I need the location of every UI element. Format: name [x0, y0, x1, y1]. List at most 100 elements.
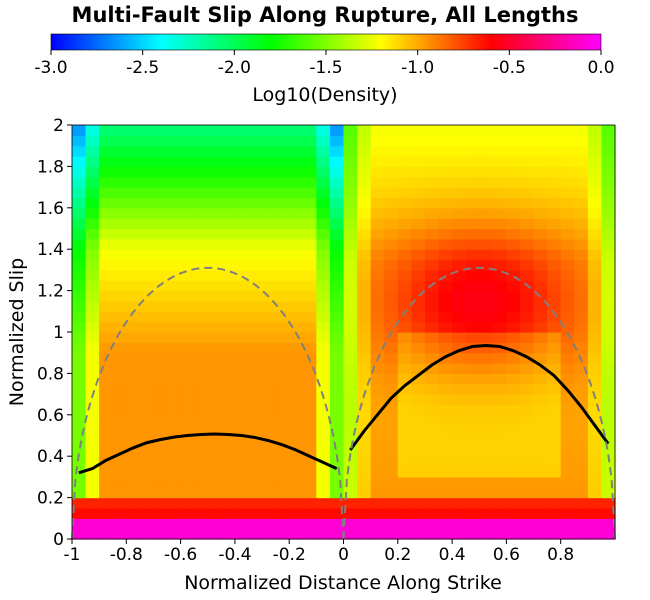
heatmap-cell	[547, 300, 562, 312]
heatmap-cell	[519, 176, 535, 188]
heatmap-cell	[85, 135, 100, 147]
heatmap-cell	[465, 456, 480, 468]
heatmap-cell	[343, 466, 358, 478]
heatmap-cell	[479, 507, 494, 519]
heatmap-cell	[139, 487, 155, 499]
heatmap-cell	[560, 207, 575, 219]
heatmap-cell	[234, 228, 250, 240]
heatmap-cell	[601, 135, 616, 147]
y-tick-label: 0.6	[37, 406, 64, 426]
heatmap-cell	[343, 487, 358, 499]
heatmap-cell	[547, 125, 562, 136]
heatmap-cell	[343, 476, 358, 488]
heatmap-cell	[587, 528, 603, 540]
heatmap-cell	[438, 394, 453, 406]
heatmap-cell	[506, 363, 521, 374]
heatmap-cell	[180, 311, 195, 323]
x-tick-label: -0.6	[164, 545, 197, 565]
heatmap-cell	[587, 300, 603, 312]
heatmap-cell	[343, 507, 358, 519]
heatmap-cell	[452, 394, 467, 406]
heatmap-cell	[560, 435, 575, 447]
heatmap-cell	[316, 373, 331, 385]
heatmap-cell	[302, 394, 317, 406]
heatmap-cell	[126, 311, 141, 323]
heatmap-cell	[560, 125, 575, 136]
chart-title: Multi-Fault Slip Along Rupture, All Leng…	[72, 3, 579, 27]
heatmap-cell	[370, 156, 385, 167]
heatmap-cell	[384, 383, 399, 395]
heatmap-cell	[384, 218, 399, 230]
heatmap-cell	[316, 435, 331, 447]
heatmap-cell	[302, 249, 317, 261]
heatmap-cell	[587, 218, 603, 230]
heatmap-cell	[533, 342, 548, 354]
heatmap-cell	[519, 218, 535, 230]
heatmap-cell	[167, 259, 182, 271]
heatmap-cell	[139, 135, 155, 147]
heatmap-cell	[234, 435, 250, 447]
heatmap-cell	[357, 435, 372, 447]
heatmap-cell	[234, 259, 250, 271]
heatmap-cell	[221, 476, 236, 488]
heatmap-cell	[547, 228, 562, 240]
heatmap-cell	[207, 135, 222, 147]
heatmap-cell	[302, 487, 317, 499]
heatmap-cell	[180, 321, 195, 333]
heatmap-cell	[519, 394, 535, 406]
heatmap-cell	[560, 497, 575, 509]
heatmap-cell	[574, 476, 589, 488]
heatmap-cell	[167, 207, 182, 219]
heatmap-cell	[587, 332, 603, 343]
heatmap-cell	[343, 528, 358, 540]
heatmap-cell	[587, 145, 603, 157]
heatmap-cell	[262, 383, 277, 395]
heatmap-cell	[465, 476, 480, 488]
heatmap-cell	[438, 456, 453, 468]
heatmap-cell	[343, 456, 358, 468]
heatmap-cell	[99, 404, 114, 416]
heatmap-cell	[72, 445, 87, 457]
heatmap-cell	[533, 238, 548, 250]
heatmap-cell	[153, 321, 168, 333]
y-tick-label: 1.2	[37, 282, 64, 302]
heatmap-cell	[519, 383, 535, 395]
heatmap-cell	[601, 176, 616, 188]
heatmap-cell	[99, 518, 114, 530]
heatmap-cell	[519, 487, 535, 499]
heatmap-cell	[357, 394, 372, 406]
heatmap-cell	[329, 518, 345, 530]
heatmap-cell	[397, 249, 412, 261]
heatmap-cell	[492, 290, 507, 302]
heatmap-cell	[506, 290, 521, 302]
heatmap-cell	[194, 269, 209, 281]
heatmap-cell	[167, 425, 182, 437]
heatmap-cell	[411, 228, 426, 240]
heatmap-cell	[438, 218, 453, 230]
heatmap-cell	[262, 311, 277, 323]
heatmap-cell	[302, 176, 317, 188]
heatmap-cell	[329, 145, 345, 157]
heatmap-cell	[506, 300, 521, 312]
heatmap-cell	[519, 311, 535, 323]
heatmap-cell	[275, 342, 290, 354]
heatmap-cell	[167, 156, 182, 167]
heatmap-cell	[438, 363, 453, 374]
heatmap-cell	[316, 342, 331, 354]
heatmap-cell	[397, 176, 412, 188]
heatmap-cell	[601, 300, 616, 312]
heatmap-cell	[533, 156, 548, 167]
heatmap-cell	[465, 238, 480, 250]
heatmap-cell	[370, 342, 385, 354]
heatmap-cell	[506, 456, 521, 468]
heatmap-cell	[574, 187, 589, 199]
heatmap-cell	[506, 518, 521, 530]
heatmap-cell	[574, 466, 589, 478]
heatmap-cell	[112, 218, 127, 230]
heatmap-cell	[248, 466, 263, 478]
heatmap-cell	[180, 507, 195, 519]
heatmap-cell	[465, 280, 480, 292]
heatmap-cell	[85, 249, 100, 261]
heatmap-cell	[275, 280, 290, 292]
heatmap-cell	[438, 135, 453, 147]
